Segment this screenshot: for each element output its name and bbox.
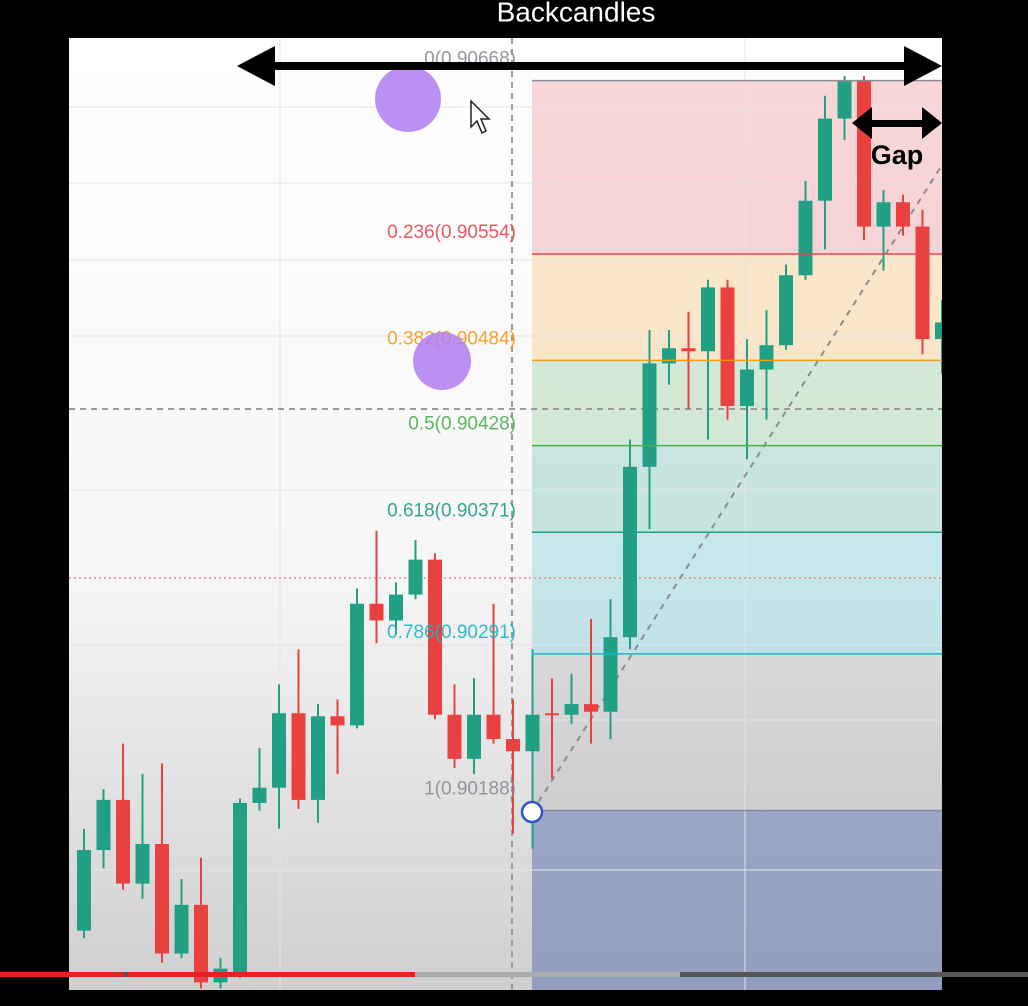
candle-body [467,714,481,759]
candle-body [252,787,267,803]
candle-body [447,714,462,759]
fib-zone [532,360,942,446]
annotation-gap: Gap [871,140,924,170]
candle-body [662,348,676,364]
arrow-head [237,46,275,86]
candle-body [935,322,942,340]
candle-body [623,466,637,638]
arrow-head [922,107,942,139]
candle-body [272,713,286,788]
candle-body [77,850,91,931]
fib-level-label: 0.5(0.90428) [408,414,516,435]
arrow-head [904,46,942,86]
candle-body [174,904,189,954]
candle-body [135,844,150,884]
fib-level-label: 1(0.90188) [424,779,516,800]
fib-level-label: 0.786(0.90291) [387,622,516,643]
video-progress-bar [0,972,1028,977]
candle-body [720,287,735,407]
candle-body [311,716,325,800]
cursor-highlight [375,66,441,132]
candle-body [642,363,657,467]
candle-body [330,716,345,726]
candle-body [876,202,891,227]
candle-body [486,714,501,740]
candle-body [291,713,306,800]
candle-body [506,739,520,752]
progress-played [128,972,415,977]
candle-body [818,118,832,201]
fib-level-label: 0.618(0.90371) [387,500,516,521]
fib-levels: 0(0.90668)0.236(0.90554)0.382(0.90484)0.… [387,49,942,812]
candle-body [428,559,442,715]
fib-zone [532,810,942,990]
chart-background [69,38,942,990]
candle-body [155,844,169,954]
candle-body [564,704,579,715]
arrow-head [852,107,872,139]
candle-body [389,594,403,621]
candle-body [369,603,384,621]
candle-body [837,80,852,119]
candle-body [350,603,364,726]
candle-body [525,714,540,752]
candle-body [915,226,930,340]
candle-body [759,345,774,370]
fib-zone [532,532,942,654]
backcandles-arrow [237,46,942,86]
candle-body [584,704,598,712]
fib-level-label: 0.236(0.90554) [387,222,516,243]
candles [77,76,942,989]
arrow-shaft [868,120,926,127]
candle-body [740,369,754,407]
candle-body [408,559,423,595]
candle-body [681,348,696,352]
mouse-cursor [470,99,491,135]
candle-body [779,275,793,346]
grid [69,38,942,990]
candle-body [896,202,910,227]
progress-played [0,972,124,977]
candle-body [116,799,130,884]
candle-body [545,713,559,716]
candle-body [233,802,247,974]
candle-body [798,200,813,276]
candle-body [701,287,715,352]
candle-body [603,637,618,712]
progress-buffered [415,972,680,977]
fib-zone [532,253,942,361]
fib-zone [532,445,942,533]
candle-body [96,799,111,851]
gap-arrow [852,107,942,139]
annotation-backcandles: Backcandles [497,0,656,27]
candle-body [194,904,208,983]
fib-anchor-handle [520,800,544,824]
fib-trend-line [531,164,943,813]
fib-zone [532,653,942,811]
candle-body [857,80,871,227]
arrow-shaft [265,62,915,70]
fib-zone [532,80,942,254]
cursor-highlight [413,332,471,390]
